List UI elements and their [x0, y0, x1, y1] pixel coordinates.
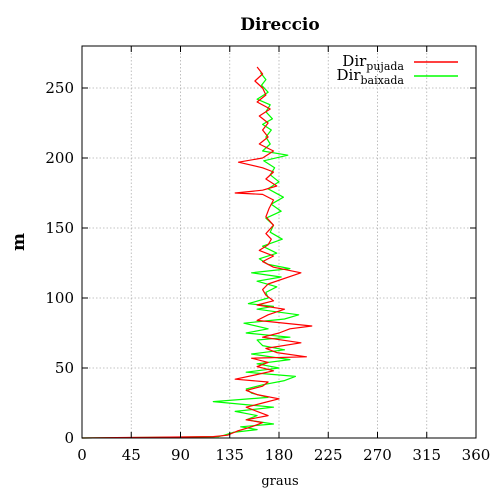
x-tick-label: 45 — [122, 446, 141, 464]
legend-label-baixada: Dirbaixada — [337, 66, 405, 87]
x-tick-label: 0 — [77, 446, 87, 464]
y-tick-label: 100 — [45, 289, 74, 307]
legend-name: Dir — [342, 52, 367, 70]
x-tick-label: 270 — [363, 446, 392, 464]
ticks — [81, 46, 477, 439]
x-tick-label: 360 — [462, 446, 491, 464]
y-tick-label: 200 — [45, 149, 74, 167]
grid — [82, 46, 476, 438]
legend-subscript: baixada — [361, 74, 405, 87]
x-tick-label: 315 — [412, 446, 441, 464]
series-layer — [81, 66, 313, 439]
chart-title: Direccio — [240, 15, 319, 35]
y-tick-label: 250 — [45, 79, 74, 97]
y-tick-label: 50 — [55, 359, 74, 377]
x-tick-label: 180 — [265, 446, 294, 464]
legend-name: Dir — [337, 66, 362, 84]
y-tick-label: 150 — [45, 219, 74, 237]
x-tick-label: 225 — [314, 446, 343, 464]
legend-subscript: pujada — [366, 60, 404, 73]
series-line-pujada — [81, 66, 313, 439]
x-tick-label: 90 — [171, 446, 190, 464]
series-line-baixada — [81, 72, 300, 439]
y-tick-label: 0 — [64, 429, 74, 447]
x-axis-label: graus — [261, 474, 298, 489]
x-tick-label: 135 — [215, 446, 244, 464]
tick-labels: 0 45 90 135 180 225 270 315 360 0 50 100 150 200 250 — [45, 79, 490, 464]
y-axis-label: m — [9, 233, 29, 251]
legend-label-pujada: Dirpujada — [342, 52, 404, 73]
